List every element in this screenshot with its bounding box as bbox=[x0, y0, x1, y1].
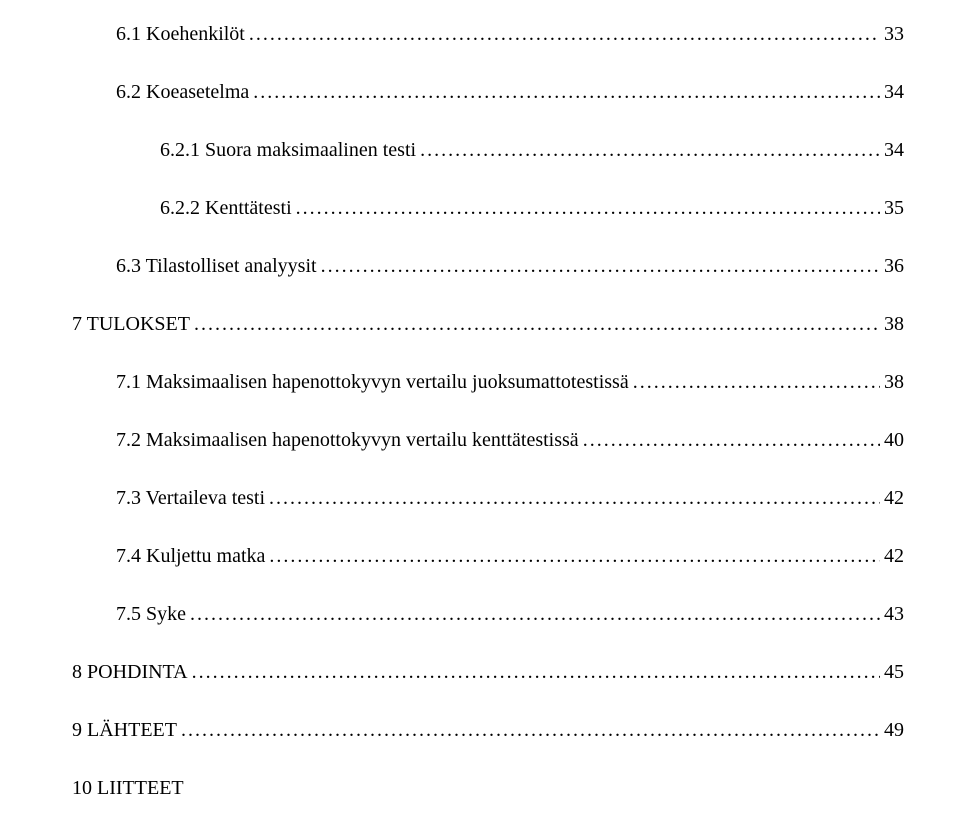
toc-label: 6.1 Koehenkilöt bbox=[116, 22, 245, 46]
toc-page-number: 38 bbox=[884, 312, 904, 336]
spacer bbox=[72, 742, 904, 776]
toc-leader bbox=[269, 544, 880, 568]
toc-leader bbox=[420, 138, 880, 162]
toc-label: 7.4 Kuljettu matka bbox=[116, 544, 265, 568]
toc-entry: 8 POHDINTA 45 bbox=[72, 660, 904, 684]
spacer bbox=[72, 626, 904, 660]
toc-label: 8 POHDINTA bbox=[72, 660, 188, 684]
toc-leader bbox=[633, 370, 880, 394]
toc-label: 7 TULOKSET bbox=[72, 312, 190, 336]
spacer bbox=[72, 220, 904, 254]
spacer bbox=[72, 162, 904, 196]
toc-leader bbox=[194, 312, 880, 336]
toc-label: 6.2.1 Suora maksimaalinen testi bbox=[160, 138, 416, 162]
toc-page-number: 34 bbox=[884, 80, 904, 104]
toc-entry: 7.4 Kuljettu matka 42 bbox=[72, 544, 904, 568]
toc-label: 7.5 Syke bbox=[116, 602, 186, 626]
toc-leader bbox=[249, 22, 880, 46]
toc-label: 6.3 Tilastolliset analyysit bbox=[116, 254, 317, 278]
toc-label: 7.2 Maksimaalisen hapenottokyvyn vertail… bbox=[116, 428, 579, 452]
toc-leader bbox=[181, 718, 880, 742]
toc-page-number: 49 bbox=[884, 718, 904, 742]
toc-page-number: 38 bbox=[884, 370, 904, 394]
toc-entry: 6.2.1 Suora maksimaalinen testi 34 bbox=[72, 138, 904, 162]
toc-entry: 6.2 Koeasetelma 34 bbox=[72, 80, 904, 104]
toc-page-number: 34 bbox=[884, 138, 904, 162]
toc-leader bbox=[269, 486, 880, 510]
toc-label: 6.2 Koeasetelma bbox=[116, 80, 249, 104]
spacer bbox=[72, 278, 904, 312]
spacer bbox=[72, 684, 904, 718]
spacer bbox=[72, 510, 904, 544]
toc-leader bbox=[583, 428, 880, 452]
toc-label: 10 LIITTEET bbox=[72, 776, 184, 800]
toc-page-number: 42 bbox=[884, 486, 904, 510]
toc-page-number: 43 bbox=[884, 602, 904, 626]
toc-entry: 7.5 Syke 43 bbox=[72, 602, 904, 626]
toc-entry: 7.1 Maksimaalisen hapenottokyvyn vertail… bbox=[72, 370, 904, 394]
toc-leader bbox=[192, 660, 880, 684]
toc-entry: 9 LÄHTEET 49 bbox=[72, 718, 904, 742]
toc-entry: 7.2 Maksimaalisen hapenottokyvyn vertail… bbox=[72, 428, 904, 452]
toc-leader bbox=[253, 80, 880, 104]
spacer bbox=[72, 104, 904, 138]
toc-leader bbox=[190, 602, 880, 626]
toc-label: 7.3 Vertaileva testi bbox=[116, 486, 265, 510]
toc-page-number: 45 bbox=[884, 660, 904, 684]
toc-leader bbox=[296, 196, 880, 220]
toc-label: 9 LÄHTEET bbox=[72, 718, 177, 742]
toc-entry: 7 TULOKSET 38 bbox=[72, 312, 904, 336]
toc-leader bbox=[321, 254, 880, 278]
toc-page-number: 36 bbox=[884, 254, 904, 278]
spacer bbox=[72, 568, 904, 602]
toc-label: 7.1 Maksimaalisen hapenottokyvyn vertail… bbox=[116, 370, 629, 394]
toc-page: 6.1 Koehenkilöt 33 6.2 Koeasetelma 34 6.… bbox=[0, 0, 960, 820]
toc-label: 6.2.2 Kenttätesti bbox=[160, 196, 292, 220]
toc-page-number: 42 bbox=[884, 544, 904, 568]
toc-entry: 6.2.2 Kenttätesti 35 bbox=[72, 196, 904, 220]
toc-entry: 10 LIITTEET bbox=[72, 776, 904, 800]
toc-entry: 7.3 Vertaileva testi 42 bbox=[72, 486, 904, 510]
spacer bbox=[72, 46, 904, 80]
toc-page-number: 35 bbox=[884, 196, 904, 220]
spacer bbox=[72, 452, 904, 486]
toc-page-number: 33 bbox=[884, 22, 904, 46]
toc-entry: 6.1 Koehenkilöt 33 bbox=[72, 22, 904, 46]
toc-entry: 6.3 Tilastolliset analyysit 36 bbox=[72, 254, 904, 278]
spacer bbox=[72, 336, 904, 370]
spacer bbox=[72, 394, 904, 428]
toc-page-number: 40 bbox=[884, 428, 904, 452]
